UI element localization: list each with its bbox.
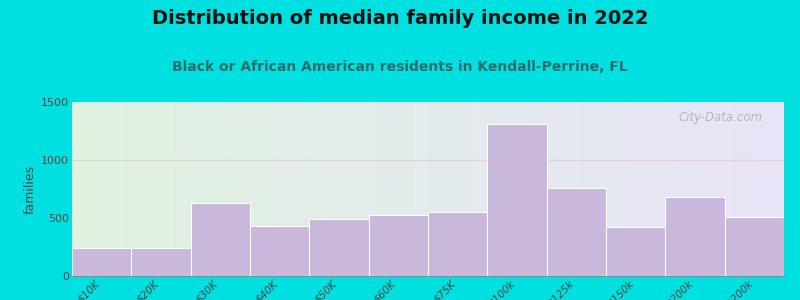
Bar — [190, 203, 250, 276]
Bar — [546, 188, 606, 276]
Bar — [310, 219, 369, 276]
Y-axis label: families: families — [24, 164, 37, 214]
Text: City-Data.com: City-Data.com — [678, 111, 762, 124]
Bar — [131, 248, 190, 276]
Bar — [72, 248, 131, 276]
Bar — [725, 217, 784, 276]
Bar — [606, 227, 666, 276]
Bar — [428, 212, 487, 276]
Bar — [666, 197, 725, 276]
Text: Distribution of median family income in 2022: Distribution of median family income in … — [152, 9, 648, 28]
Bar — [487, 124, 546, 276]
Bar — [250, 226, 310, 276]
Text: Black or African American residents in Kendall-Perrine, FL: Black or African American residents in K… — [172, 60, 628, 74]
Bar — [369, 215, 428, 276]
